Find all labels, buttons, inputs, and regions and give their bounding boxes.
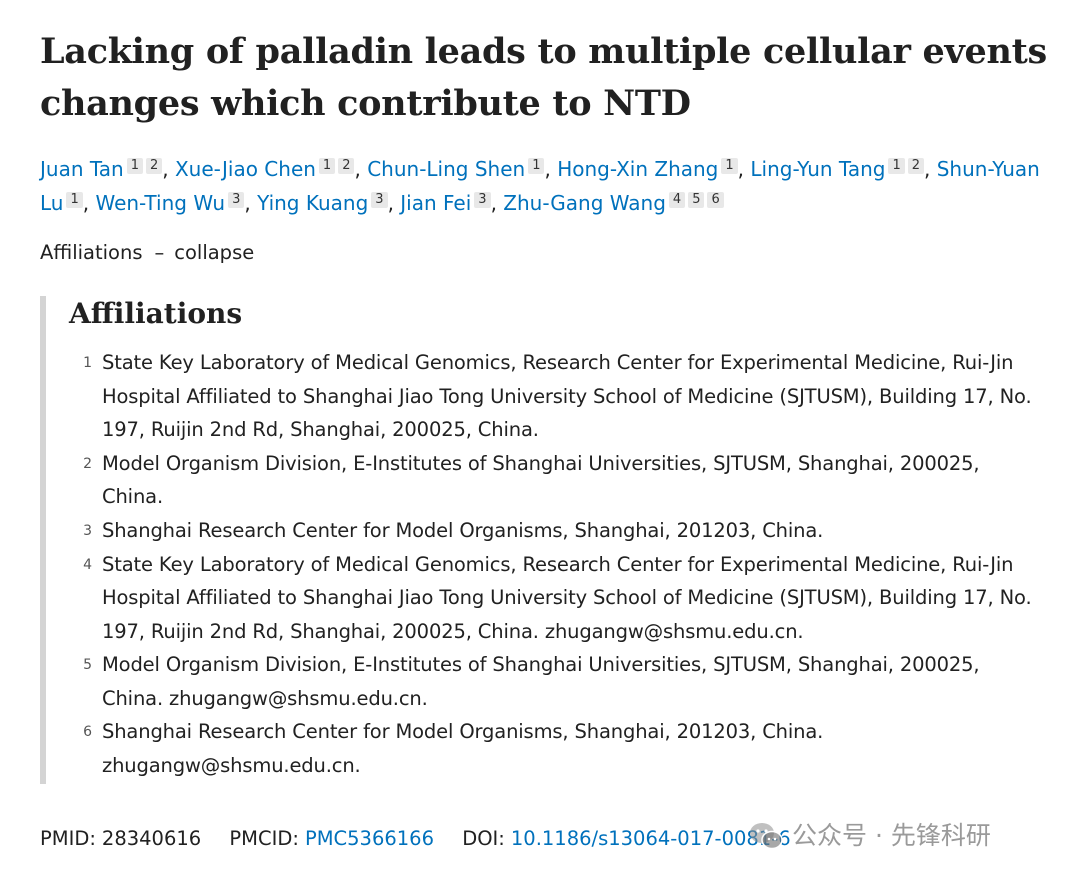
affiliation-number: 2 (83, 455, 92, 472)
author-link[interactable]: Hong-Xin Zhang (557, 157, 719, 181)
affiliation-number: 1 (83, 355, 92, 371)
affiliation-text: Shanghai Research Center for Model Organ… (102, 720, 824, 777)
affiliation-ref-badge[interactable]: 2 (145, 158, 163, 174)
author-separator: , (82, 191, 96, 215)
affiliation-ref-badge[interactable]: 5 (688, 192, 705, 208)
affiliations-heading: Affiliations (69, 297, 243, 330)
author-link[interactable]: Shun-Yuan Lu (40, 157, 1040, 215)
watermark: 公众号 · 先锋科研 (748, 818, 991, 854)
author-separator: , (924, 157, 937, 181)
author-separator: , (490, 191, 504, 215)
wechat-icon (748, 821, 784, 851)
collapse-button[interactable]: collapse (174, 241, 255, 264)
affiliation-ref-badge[interactable]: 1 (888, 158, 905, 174)
affiliation-ref-badge[interactable]: 6 (707, 192, 724, 208)
affiliation-ref-badge[interactable]: 3 (474, 192, 491, 208)
affiliation-ref-badge[interactable]: 1 (721, 158, 738, 174)
pmcid-link[interactable]: PMC5366166 (304, 827, 434, 850)
author-link[interactable]: Ying Kuang (257, 191, 369, 215)
author-separator: , (544, 157, 558, 181)
affiliation-text: State Key Laboratory of Medical Genomics… (102, 552, 1032, 643)
pmid-value: 28340616 (101, 827, 202, 850)
doi-label: DOI: (462, 827, 505, 850)
affiliation-ref-badge[interactable]: 1 (66, 192, 83, 208)
affiliations-list: 1 State Key Laboratory of Medical Genomic… (46, 346, 1042, 782)
affiliations-toggle-label: Affiliations (40, 241, 143, 264)
affiliation-ref-badge[interactable]: 1 (318, 158, 336, 174)
affiliation-ref-badge[interactable]: 3 (371, 192, 388, 208)
author-link[interactable]: Xue-Jiao Chen (174, 157, 316, 181)
affiliations-toggle[interactable]: Affiliations – collapse (40, 238, 254, 268)
author-link[interactable]: Juan Tan (40, 157, 124, 181)
affiliation-ref-badge[interactable]: 4 (668, 192, 686, 208)
affiliation-number: 6 (83, 724, 92, 740)
author-separator: , (244, 191, 258, 215)
author-link[interactable]: Zhu-Gang Wang (503, 191, 666, 215)
affiliation-ref-badge[interactable]: 2 (338, 158, 355, 174)
author-link[interactable]: Ling-Yun Tang (750, 157, 886, 181)
author-separator: , (737, 157, 751, 181)
affiliation-item: 6 Shanghai Research Center for Model Orga… (46, 715, 1042, 782)
affiliation-number: 3 (83, 522, 92, 539)
pmid-label: PMID: (40, 827, 96, 850)
affiliation-item: 2 Model Organism Division, E-Institutes o… (46, 447, 1042, 514)
affiliation-number: 5 (83, 657, 92, 673)
affiliation-text: State Key Laboratory of Medical Genomics… (102, 351, 1032, 441)
affiliation-text: Model Organism Division, E-Institutes of… (102, 653, 980, 710)
affiliation-item: 3 Shanghai Research Center for Model Orga… (46, 514, 1042, 548)
author-list: Juan Tan 1 2, Xue-Jiao Chen 1 2, Chun-Ling S… (40, 152, 1060, 220)
affiliation-text: Model Organism Division, E-Institutes of… (102, 451, 980, 509)
affiliations-panel: Affiliations 1 State Key Laboratory of Me… (40, 296, 1056, 784)
author-link[interactable]: Wen-Ting Wu (95, 191, 226, 215)
toggle-dash: – (154, 241, 165, 264)
affiliation-item: 1 State Key Laboratory of Medical Genomic… (46, 346, 1042, 447)
affiliation-number: 4 (83, 556, 92, 573)
pmcid-label: PMCID: (229, 827, 299, 850)
author-link[interactable]: Chun-Ling Shen (367, 157, 526, 181)
affiliation-ref-badge[interactable]: 1 (126, 158, 143, 174)
author-separator: , (354, 157, 368, 181)
watermark-text: 公众号 · 先锋科研 (792, 821, 991, 850)
author-separator: , (162, 157, 175, 181)
affiliation-text: Shanghai Research Center for Model Organ… (102, 518, 824, 542)
article-title: Lacking of palladin leads to multiple ce… (40, 31, 1047, 124)
identifiers: PMID: 28340616 PMCID: PMC5366166 DOI: 10.11… (40, 822, 791, 856)
affiliation-ref-badge[interactable]: 2 (907, 158, 925, 174)
affiliation-ref-badge[interactable]: 1 (528, 158, 545, 174)
author-separator: , (387, 191, 401, 215)
doi-link[interactable]: 10.1186/s13064-017-0081-6 (510, 827, 791, 850)
author-link[interactable]: Jian Fei (400, 191, 472, 215)
affiliation-item: 5 Model Organism Division, E-Institutes o… (46, 648, 1042, 715)
affiliation-item: 4 State Key Laboratory of Medical Genomic… (46, 548, 1042, 649)
affiliation-ref-badge[interactable]: 3 (228, 192, 245, 208)
